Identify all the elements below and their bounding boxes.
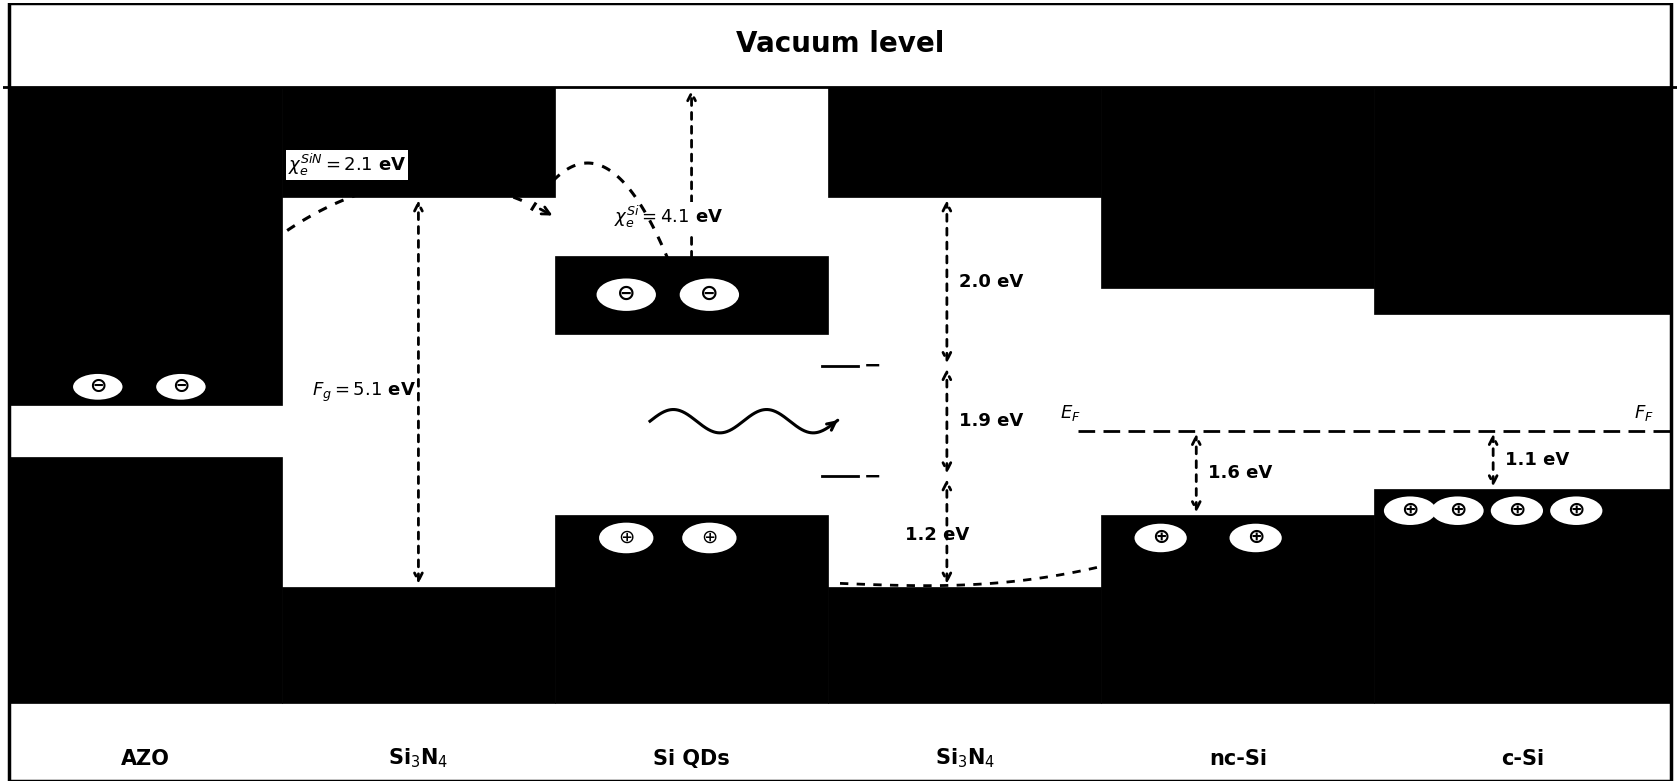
Text: ⊕: ⊕ — [1152, 528, 1169, 547]
Bar — [554, 515, 828, 703]
Bar — [1102, 515, 1374, 703]
Text: 2.0 eV: 2.0 eV — [959, 273, 1023, 291]
Bar — [282, 586, 554, 703]
Bar — [8, 87, 282, 405]
Bar — [282, 87, 554, 198]
Text: Si$_3$N$_4$: Si$_3$N$_4$ — [934, 746, 995, 771]
Circle shape — [680, 278, 739, 311]
Text: $F_g=5.1$ eV: $F_g=5.1$ eV — [311, 380, 415, 404]
Text: $F_F$: $F_F$ — [1633, 403, 1653, 423]
Circle shape — [72, 372, 124, 401]
Text: 1.9 eV: 1.9 eV — [959, 412, 1023, 430]
Circle shape — [600, 524, 652, 552]
Text: ⊖: ⊖ — [89, 376, 106, 396]
Bar — [8, 457, 282, 703]
Bar — [828, 586, 1102, 703]
Text: ⊕: ⊕ — [1509, 500, 1525, 520]
Text: Vacuum level: Vacuum level — [736, 30, 944, 58]
Text: −: − — [864, 466, 882, 486]
Text: −: − — [864, 356, 882, 376]
Bar — [1102, 87, 1374, 289]
Text: Si QDs: Si QDs — [654, 749, 729, 768]
Text: $\chi_e^{SiN}=2.1$ eV: $\chi_e^{SiN}=2.1$ eV — [287, 152, 407, 178]
Text: $\phi = 4.8$ eV: $\phi = 4.8$ eV — [15, 222, 119, 245]
Text: ⊕: ⊕ — [618, 528, 635, 546]
Text: nc-Si: nc-Si — [1210, 749, 1267, 768]
Text: ⊖: ⊖ — [171, 376, 190, 396]
Text: Si$_3$N$_4$: Si$_3$N$_4$ — [388, 746, 449, 771]
Text: $E_F$: $E_F$ — [1060, 403, 1080, 423]
Bar — [1374, 489, 1672, 703]
Bar — [828, 87, 1102, 198]
Bar — [554, 256, 828, 334]
Text: ⊕: ⊕ — [1448, 500, 1467, 520]
Text: ⊖: ⊖ — [617, 283, 635, 303]
Circle shape — [1490, 496, 1542, 525]
Circle shape — [1431, 496, 1483, 525]
Text: AZO: AZO — [121, 749, 170, 768]
Text: c-Si: c-Si — [1502, 749, 1544, 768]
Text: ⊖: ⊖ — [701, 283, 719, 303]
Circle shape — [1134, 524, 1186, 552]
Text: ⊕: ⊕ — [1567, 500, 1584, 520]
Text: ⊕: ⊕ — [1247, 528, 1265, 547]
Text: $\chi_e^{Si}=4.1$ eV: $\chi_e^{Si}=4.1$ eV — [615, 204, 724, 230]
Text: ⊕: ⊕ — [1401, 500, 1420, 520]
Circle shape — [155, 372, 207, 401]
Text: ⊕: ⊕ — [701, 528, 717, 546]
Text: 1.2 eV: 1.2 eV — [906, 526, 969, 544]
Text: 1.1 eV: 1.1 eV — [1505, 451, 1569, 469]
Circle shape — [596, 278, 655, 311]
Circle shape — [1230, 524, 1282, 552]
Circle shape — [1551, 496, 1603, 525]
Circle shape — [1384, 496, 1436, 525]
Bar — [1374, 87, 1672, 314]
Circle shape — [684, 524, 736, 552]
Text: 1.6 eV: 1.6 eV — [1208, 464, 1272, 482]
